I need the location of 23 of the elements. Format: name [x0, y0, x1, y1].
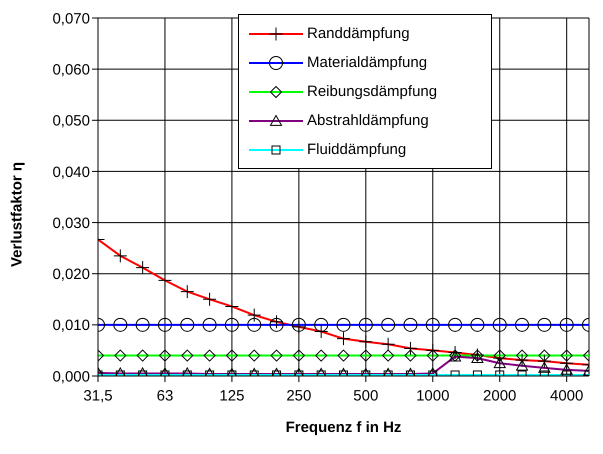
x-tick-label: 125 — [219, 388, 244, 405]
y-tick-label: 0,030 — [52, 214, 90, 232]
legend-label: Abstrahldämpfung — [307, 112, 429, 129]
legend-label: Randdämpfung — [307, 25, 410, 42]
y-tick-label: 0,070 — [52, 10, 90, 28]
x-tick-label: 31,5 — [83, 388, 113, 405]
y-tick-label: 0,000 — [52, 368, 90, 386]
x-tick-label: 250 — [286, 388, 312, 405]
x-tick-label: 1000 — [416, 388, 450, 405]
x-tick-label: 4000 — [550, 388, 584, 405]
legend-label: Fluiddämpfung — [307, 141, 406, 158]
y-tick-label: 0,060 — [52, 61, 90, 78]
x-tick-label: 500 — [353, 388, 378, 405]
y-axis-title: Verlustfaktor η — [8, 162, 26, 267]
y-tick-label: 0,010 — [52, 317, 90, 334]
x-axis-title: Frequenz f in Hz — [286, 419, 402, 436]
y-tick-label: 0,020 — [52, 266, 90, 284]
x-tick-label: 63 — [156, 388, 174, 405]
y-tick-label: 0,050 — [52, 112, 90, 130]
x-tick-label: 2000 — [483, 388, 516, 405]
legend-label: Reibungsdämpfung — [307, 83, 438, 100]
y-tick-label: 0,040 — [52, 164, 90, 181]
legend-label: Materialdämpfung — [307, 54, 428, 71]
